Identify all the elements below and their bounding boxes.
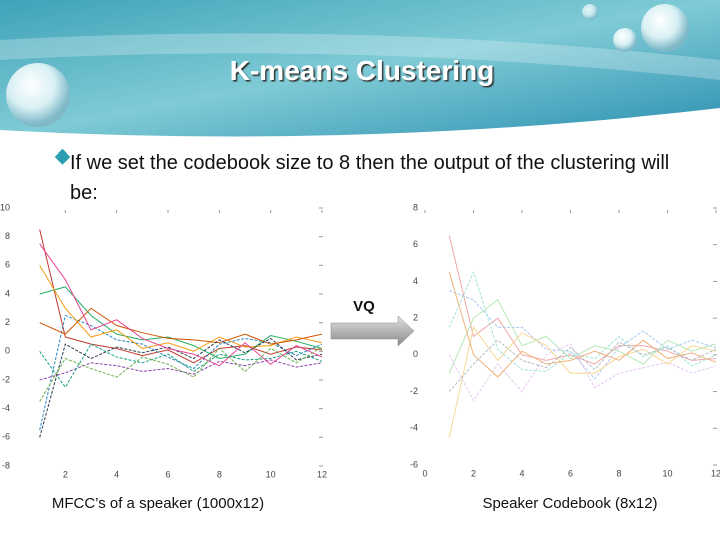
y-tick-label: 10	[0, 202, 10, 212]
header-swoosh	[0, 33, 720, 80]
y-tick-label: 2	[5, 317, 10, 327]
header-band	[0, 0, 720, 137]
series-line	[39, 265, 323, 352]
x-tick-label: 10	[266, 469, 276, 479]
y-tick-label: 8	[413, 202, 418, 212]
chart-caption: Speaker Codebook (8x12)	[482, 495, 657, 512]
arrow	[330, 315, 415, 347]
bubble	[582, 4, 598, 20]
y-tick-label: 0	[5, 346, 10, 356]
series-line	[39, 243, 323, 367]
bubble	[641, 4, 689, 52]
x-tick-label: 2	[63, 469, 68, 479]
y-tick-label: -6	[410, 459, 418, 469]
bullet-text: If we set the codebook size to 8 then th…	[70, 152, 670, 204]
y-tick-label: 6	[5, 260, 10, 270]
series-line	[39, 229, 323, 364]
series-line	[39, 286, 323, 360]
bubble	[613, 28, 637, 52]
y-tick-label: -2	[410, 386, 418, 396]
x-tick-label: 4	[519, 468, 524, 478]
y-tick-label: 6	[413, 239, 418, 249]
x-tick-label: 12	[317, 469, 327, 479]
x-tick-label: 0	[422, 468, 427, 478]
series-line	[39, 337, 323, 438]
x-tick-label: 6	[165, 469, 170, 479]
x-tick-label: 6	[568, 468, 573, 478]
bubble	[6, 63, 70, 127]
bullet-box: If we set the codebook size to 8 then th…	[70, 152, 670, 204]
y-tick-label: -6	[2, 432, 10, 442]
y-tick-label: 2	[413, 313, 418, 323]
y-tick-label: -2	[2, 374, 10, 384]
series-line	[449, 290, 717, 380]
y-tick-label: -4	[2, 403, 10, 413]
series-line	[39, 346, 323, 402]
series-line	[39, 343, 323, 389]
y-tick-label: 0	[413, 349, 418, 359]
x-tick-label: 2	[471, 468, 476, 478]
series-line	[39, 314, 323, 431]
x-tick-label: 12	[711, 468, 720, 478]
x-tick-label: 4	[114, 469, 119, 479]
slide-title: K-means Clustering	[230, 55, 495, 86]
arrow-label: VQ	[353, 298, 375, 315]
y-tick-label: -4	[410, 423, 418, 433]
series-line	[448, 299, 717, 374]
y-tick-label: 4	[413, 276, 418, 286]
x-tick-label: 10	[662, 468, 672, 478]
x-tick-label: 8	[616, 468, 621, 478]
y-tick-label: 8	[5, 231, 10, 241]
series-line	[39, 307, 323, 345]
y-tick-label: 4	[5, 288, 10, 298]
series-line	[448, 339, 717, 392]
series-line	[448, 326, 717, 438]
chart-caption: MFCC’s of a speaker (1000x12)	[52, 495, 264, 512]
series-line	[448, 272, 717, 378]
x-tick-label: 8	[217, 469, 222, 479]
bullet-icon	[54, 148, 71, 165]
series-line	[448, 235, 717, 365]
y-tick-label: -8	[2, 460, 10, 470]
